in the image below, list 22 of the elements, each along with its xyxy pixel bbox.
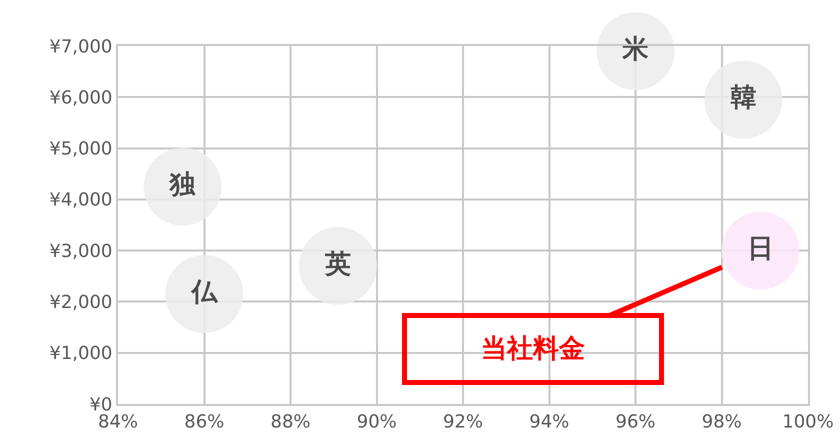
y-tick-label: ¥4,000 [49,190,112,211]
x-tick-label: 94% [529,412,570,433]
x-tick-label: 100% [782,412,834,433]
x-tick-label: 90% [356,412,397,433]
y-tick-label: ¥5,000 [49,138,112,160]
x-tick-label: 92% [442,412,484,433]
x-tick-label: 98% [702,412,742,433]
y-tick-label: ¥2,000 [49,292,112,314]
point [722,212,800,290]
x-tick-label: 88% [270,412,311,433]
series-label: 英 [324,249,351,280]
y-tick-label: ¥6,000 [49,87,112,108]
annotation: 当社料金 [481,334,585,364]
x-tick-label: 86% [184,412,224,433]
x-tick-label: 96% [615,412,656,433]
y-tick-label: ¥1,000 [49,343,112,364]
series-label: 仏 [190,278,218,308]
y-tick-label: ¥3,000 [49,240,112,262]
y-tick-label: ¥7,000 [49,36,112,58]
series-label: 独 [168,170,197,200]
series-label: 日 [748,234,774,264]
series-label: 韓 [730,83,756,114]
